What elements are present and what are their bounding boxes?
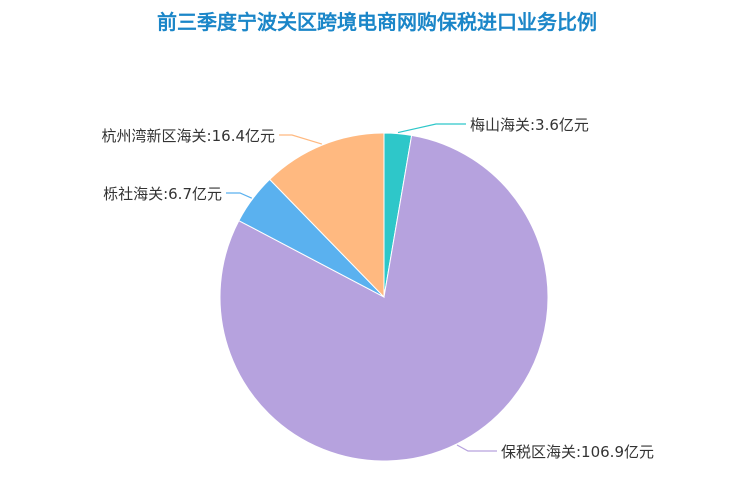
pie-slice-2[interactable] — [219, 134, 549, 462]
slice-label-1: 梅山海关:3.6亿元 — [470, 116, 589, 134]
label-leader-line-3 — [226, 192, 253, 199]
chart-title: 前三季度宁波关区跨境电商网购保税进口业务比例 — [157, 10, 597, 34]
slice-label-2: 保税区海关:106.9亿元 — [501, 443, 654, 461]
label-leader-line-2 — [456, 444, 497, 452]
pie-slices — [219, 132, 549, 462]
label-leader-line-4 — [279, 134, 323, 145]
pie-slice-4[interactable] — [268, 132, 385, 299]
slice-label-3: 栎社海关:6.7亿元 — [103, 185, 222, 203]
slice-label-4: 杭州湾新区海关:16.4亿元 — [102, 127, 275, 145]
label-leader-line-1 — [397, 123, 466, 134]
